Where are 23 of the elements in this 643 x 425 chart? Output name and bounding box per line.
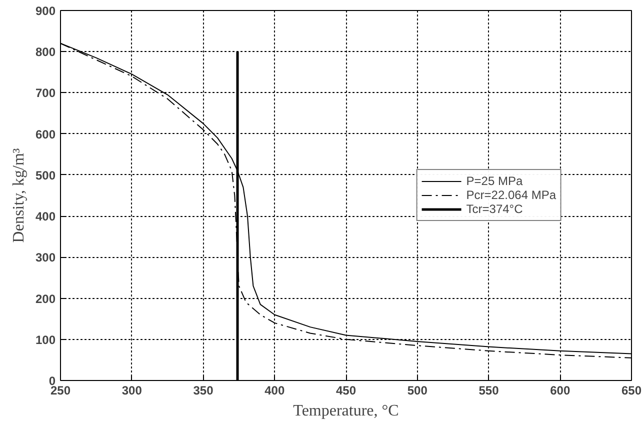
legend-label: Tcr=374°C — [466, 202, 523, 216]
y-tick-label: 800 — [35, 45, 56, 60]
x-axis-title: Temperature, °C — [293, 402, 399, 420]
y-tick-label: 500 — [35, 168, 56, 182]
x-tick-label: 550 — [478, 384, 500, 398]
x-tick-label: 600 — [550, 384, 570, 398]
x-tick-label: 300 — [122, 384, 142, 398]
y-tick-label: 700 — [35, 86, 56, 100]
legend-label: Pcr=22.064 MPa — [466, 188, 556, 202]
y-tick-label: 200 — [35, 292, 56, 306]
x-tick-label: 400 — [264, 384, 285, 398]
x-tick-label: 250 — [50, 384, 71, 398]
y-tick-label: 300 — [35, 250, 56, 265]
y-tick-label: 400 — [35, 210, 56, 224]
x-tick-label: 650 — [621, 384, 642, 398]
x-tick-label: 350 — [193, 384, 214, 398]
y-axis-title: Density, kg/m³ — [10, 148, 28, 243]
x-tick-label: 450 — [336, 384, 356, 398]
y-tick-label: 600 — [35, 127, 56, 142]
legend-label: P=25 MPa — [466, 174, 523, 188]
y-tick-label: 100 — [35, 332, 56, 347]
y-tick-label: 900 — [35, 4, 56, 18]
x-tick-label: 500 — [407, 384, 428, 398]
